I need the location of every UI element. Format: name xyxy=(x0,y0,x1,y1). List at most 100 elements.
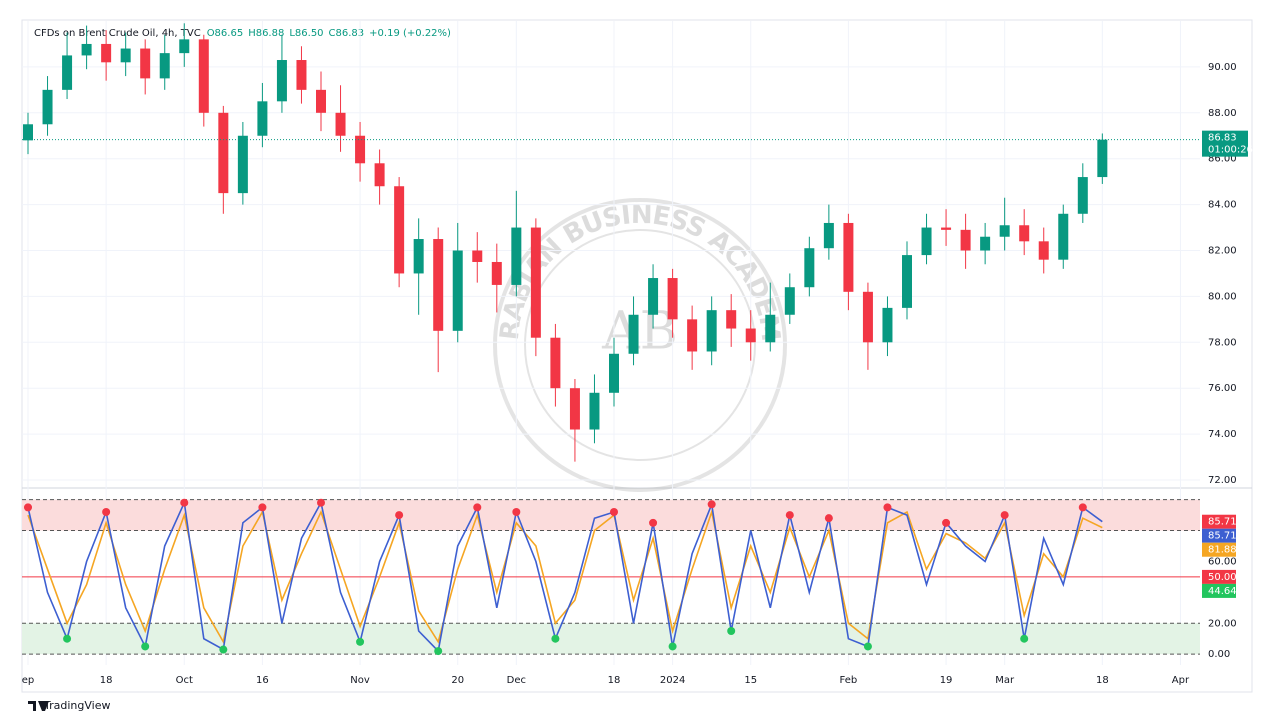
y-tick-label: 74.00 xyxy=(1208,429,1237,440)
ohlc-value: H86.88 xyxy=(248,28,284,39)
watermark-ring xyxy=(524,229,756,461)
candle-body xyxy=(569,388,580,430)
ohlc-value: +0.19 (+0.22%) xyxy=(369,28,451,39)
y-tick-label: 60.00 xyxy=(1208,556,1237,567)
candle-body xyxy=(120,48,131,63)
buy-signal xyxy=(219,645,228,654)
x-tick-label: 2024 xyxy=(660,675,685,686)
brand: TradingView xyxy=(43,699,110,712)
y-tick-label: 88.00 xyxy=(1208,108,1237,119)
sell-signal xyxy=(395,511,404,520)
candle-body xyxy=(550,337,561,389)
sell-signal xyxy=(512,508,521,516)
readout-label: 50.00 xyxy=(1208,572,1237,583)
candle-body xyxy=(823,222,834,249)
x-tick-label: 19 xyxy=(940,675,953,686)
candle-body xyxy=(491,261,502,285)
candle-body xyxy=(980,236,991,251)
buy-signal xyxy=(434,647,443,656)
x-tick-label: Feb xyxy=(840,675,858,686)
candle-body xyxy=(276,60,287,102)
x-tick-label: 20 xyxy=(451,675,464,686)
x-tick-label: Dec xyxy=(507,675,526,686)
x-tick-label: 18 xyxy=(1096,675,1109,686)
candle-body xyxy=(452,250,463,331)
watermark-initials: AB xyxy=(601,302,678,362)
candle-body xyxy=(413,239,424,274)
x-tick-label: Nov xyxy=(350,675,370,686)
candle-body xyxy=(687,319,698,352)
buy-signal xyxy=(727,627,736,635)
readout-box xyxy=(1202,569,1236,584)
sell-signal xyxy=(180,498,189,507)
candle-body xyxy=(257,101,268,136)
y-tick-label: 76.00 xyxy=(1208,383,1237,394)
candle-body xyxy=(433,239,444,331)
buy-signal xyxy=(356,637,365,646)
y-tick-label: 78.00 xyxy=(1208,337,1237,348)
overbought-zone xyxy=(22,499,1200,531)
ohlc-value: L86.50 xyxy=(289,28,323,39)
candle-body xyxy=(667,278,678,320)
candle-body xyxy=(726,310,737,329)
y-tick-label: 82.00 xyxy=(1208,246,1237,257)
price-box xyxy=(1202,130,1248,157)
readout-label: 44.64 xyxy=(1208,586,1237,597)
ohlc-value: O86.65 xyxy=(207,28,244,39)
readout-label: 85.71 xyxy=(1208,531,1237,542)
frame xyxy=(21,19,1253,693)
buy-signal xyxy=(551,634,560,643)
candle-body xyxy=(530,227,541,338)
candle-body xyxy=(42,89,53,125)
candle-body xyxy=(62,55,73,90)
oscillator-line xyxy=(27,508,1103,645)
candle-body xyxy=(140,48,151,79)
x-tick-label: Oct xyxy=(176,675,193,686)
candle-body xyxy=(843,222,854,292)
buy-signal xyxy=(141,642,150,651)
candle-body xyxy=(218,112,229,194)
sell-signal xyxy=(1000,511,1009,520)
candle-body xyxy=(609,353,619,393)
candle-body xyxy=(1077,177,1088,214)
x-tick-label: 18 xyxy=(100,675,113,686)
y-tick-label: 20.00 xyxy=(1208,618,1237,629)
ohlc-value: C86.83 xyxy=(329,28,365,39)
x-tick-label: Mar xyxy=(995,675,1015,686)
oversold-zone xyxy=(22,623,1200,655)
candle-body xyxy=(589,392,600,430)
sell-signal xyxy=(707,500,716,509)
countdown: 01:00:26 xyxy=(1208,145,1253,156)
candle-body xyxy=(159,53,170,79)
x-tick-label: 15 xyxy=(744,675,757,686)
sell-signal xyxy=(317,498,325,507)
sell-signal xyxy=(102,508,111,516)
candle-body xyxy=(882,307,893,343)
sell-signal xyxy=(1078,503,1087,512)
readout-box xyxy=(1202,514,1236,529)
readout-box xyxy=(1202,583,1236,598)
candle-body xyxy=(941,227,952,230)
price-label: 86.83 xyxy=(1208,133,1237,144)
candle-body xyxy=(765,314,776,343)
x-tick-label: Apr xyxy=(1172,675,1190,686)
candle-body xyxy=(316,89,326,113)
candle-body xyxy=(374,163,385,187)
readout-box xyxy=(1202,528,1236,543)
candle-body xyxy=(394,186,405,274)
sell-signal xyxy=(649,518,658,527)
candle-body xyxy=(902,255,912,308)
readout-label: 85.71 xyxy=(1208,517,1237,528)
candle-body xyxy=(335,112,346,136)
readout-box xyxy=(1202,542,1236,557)
x-tick-label: ep xyxy=(22,675,35,686)
buy-signal xyxy=(668,642,677,651)
candle-body xyxy=(804,248,815,288)
oscillator-line xyxy=(27,499,1103,653)
buy-signal xyxy=(1020,634,1029,643)
sell-signal xyxy=(785,511,794,520)
sell-signal xyxy=(258,503,267,512)
candle-body xyxy=(511,227,522,285)
sell-signal xyxy=(24,503,32,512)
